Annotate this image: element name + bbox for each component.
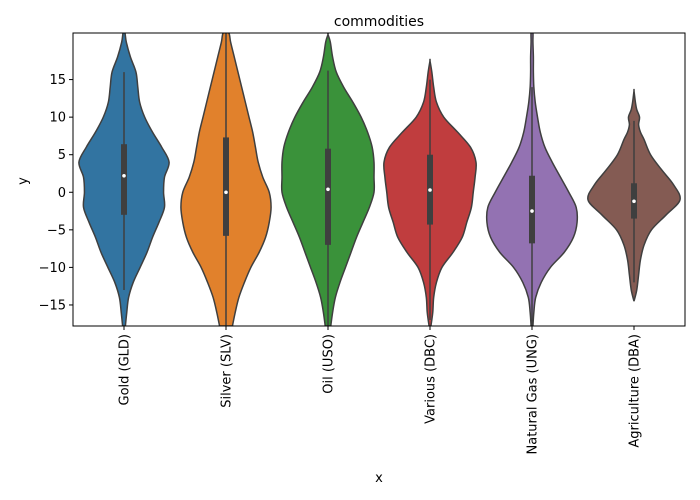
violin-iqr-box <box>325 148 331 245</box>
y-tick-label: −10 <box>39 261 66 276</box>
violin-median-point <box>632 199 636 204</box>
x-tick-label: Oil (USO) <box>322 334 337 394</box>
violin-median-point <box>326 187 330 192</box>
y-tick-label: −15 <box>39 298 66 313</box>
y-tick-label: 5 <box>58 148 66 163</box>
x-axis-label: x <box>375 471 383 486</box>
violin-median-point <box>122 173 126 178</box>
violin-iqr-box <box>121 144 127 215</box>
plot-frame <box>72 32 686 327</box>
violin-median-point <box>530 209 534 213</box>
violin-median-point <box>224 190 228 195</box>
violin-iqr-box <box>223 137 229 236</box>
x-tick-label: Silver (SLV) <box>220 334 235 408</box>
y-axis: −15 −10 −5 0 5 10 15 <box>39 73 73 313</box>
chart-title: commodities <box>334 14 424 30</box>
x-tick-label: Gold (GLD) <box>118 334 133 406</box>
y-tick-label: 15 <box>49 73 66 88</box>
y-tick-label: 10 <box>49 111 66 126</box>
x-tick-label: Various (DBC) <box>424 334 439 424</box>
y-tick-label: −5 <box>47 223 66 238</box>
x-tick-label: Natural Gas (UNG) <box>526 334 541 455</box>
violin-median-point <box>428 188 432 192</box>
y-axis-label: y <box>16 177 31 185</box>
y-tick-label: 0 <box>58 186 66 201</box>
x-tick-label: Agriculture (DBA) <box>628 334 643 448</box>
x-axis: Gold (GLD) Silver (SLV) Oil (USO) Various (… <box>118 326 643 455</box>
violins-group <box>78 33 681 326</box>
